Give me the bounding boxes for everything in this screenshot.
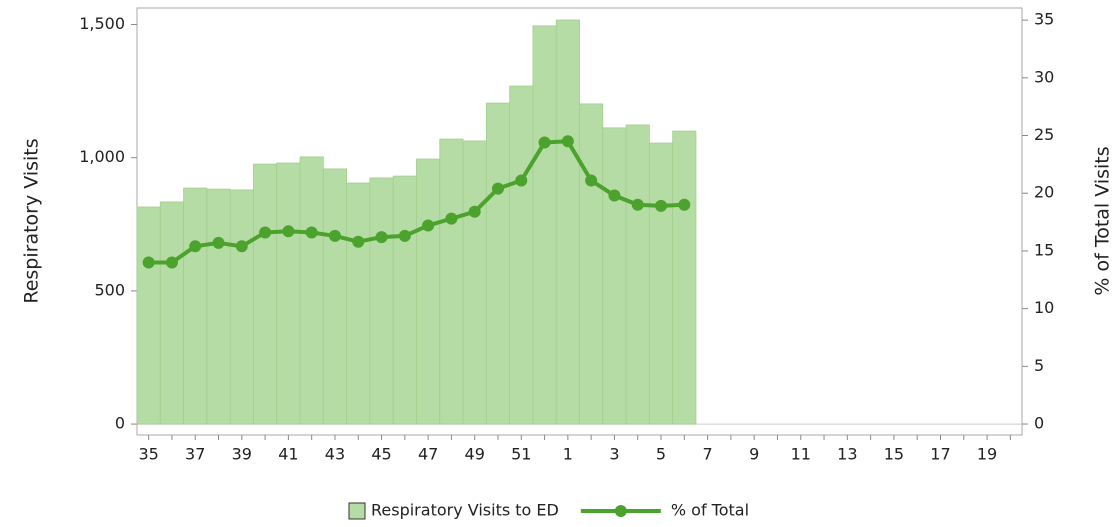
x-tick-label: 13 [837,445,857,464]
line-point [538,136,551,149]
line-point [259,226,272,239]
y2-axis-title: % of Total Visits [1092,146,1114,295]
bar [183,187,208,425]
bar [229,189,254,425]
bar [509,85,534,425]
bar [439,138,464,425]
bar [253,163,278,425]
bar [579,103,604,425]
bar [555,19,580,425]
bar [276,162,301,425]
bar [322,168,348,425]
bar [625,124,650,425]
x-tick-label: 43 [325,445,345,464]
line-point [398,229,411,242]
line-point [352,235,365,248]
x-tick-label: 7 [702,445,712,464]
x-tick-label: 51 [511,445,531,464]
bar [672,130,697,425]
line-point [468,205,481,218]
line-point [142,256,155,269]
line-point [328,229,341,242]
x-tick-label: 41 [278,445,298,464]
x-tick-label: 17 [930,445,950,464]
bar [648,142,674,425]
x-tick-label: 39 [232,445,252,464]
bar [532,25,557,425]
line-point [631,198,644,211]
bar [299,156,324,425]
line-point [515,174,528,187]
bar [602,127,627,425]
x-tick-label: 35 [138,445,158,464]
line-point [655,199,668,212]
x-tick-label: 15 [884,445,904,464]
x-tick-label: 5 [656,445,666,464]
y-axis-title: Respiratory Visits [21,138,43,303]
y2-tick-label: 0 [1034,414,1044,433]
line-point [189,240,202,253]
legend-label: % of Total [671,501,749,520]
line-point [422,219,435,232]
x-tick-label: 1 [563,445,573,464]
x-tick-label: 45 [371,445,391,464]
line-point [491,182,504,195]
x-tick-label: 19 [977,445,997,464]
line-point [445,212,458,225]
x-tick-label: 3 [609,445,619,464]
line-point [375,231,388,244]
bar [346,182,371,425]
bar [369,177,394,425]
y2-tick-label: 5 [1034,356,1044,375]
bar [416,158,441,425]
bar [485,102,511,425]
line-point [305,226,318,239]
line-point [212,236,225,249]
legend-label: Respiratory Visits to ED [371,501,559,520]
line-point [608,189,621,202]
legend-marker [614,505,627,517]
x-tick-label: 9 [749,445,759,464]
bar [462,140,487,425]
line-point [282,225,295,238]
line-point [235,240,248,253]
y-tick-label: 0 [115,414,125,433]
legend-swatch [348,502,366,520]
y2-tick-label: 20 [1034,183,1054,202]
y2-tick-label: 30 [1034,67,1054,86]
line-point [561,135,574,148]
y2-tick-label: 35 [1034,10,1054,29]
bar [159,201,184,425]
y2-tick-label: 10 [1034,298,1054,317]
x-tick-label: 11 [791,445,811,464]
bar [206,188,231,425]
x-tick-label: 47 [418,445,438,464]
bar [392,175,417,425]
line-point [678,198,691,211]
line-point [165,256,178,269]
y2-tick-label: 15 [1034,240,1054,259]
x-tick-label: 49 [465,445,485,464]
y-tick-label: 1,000 [79,147,125,166]
bar [136,206,161,425]
y-tick-label: 500 [94,280,125,299]
line-point [585,174,598,187]
y-tick-label: 1,500 [79,14,125,33]
y2-tick-label: 25 [1034,125,1054,144]
x-tick-label: 37 [185,445,205,464]
